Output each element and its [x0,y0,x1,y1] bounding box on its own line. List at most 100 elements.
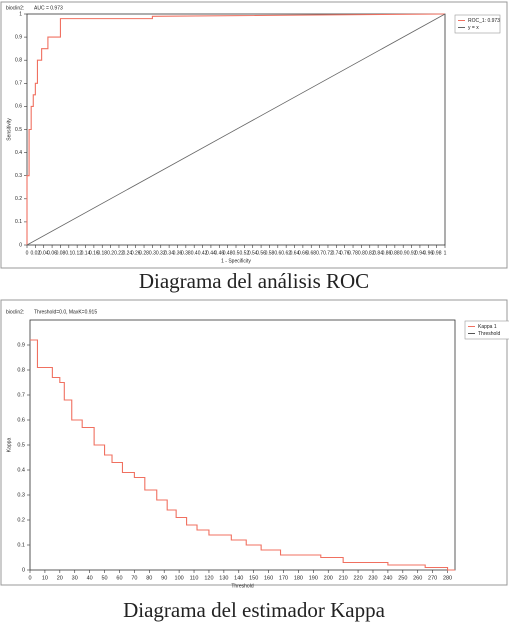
x-tick-label: 0.66 [298,250,308,256]
x-tick-label: 0.52 [239,250,249,256]
frame [0,1,508,269]
x-tick-label: 0.06 [47,250,57,256]
legend-label: Threshold [478,331,500,337]
legend-label: Kappa 1 [478,324,497,330]
x-tick-label: 0.32 [156,250,166,256]
y-axis-label: Kappa [6,438,12,453]
x-tick-label: 200 [324,575,333,581]
x-tick-label: 0.84 [373,250,383,256]
x-tick-label: 0.28 [139,250,149,256]
x-tick-label: 70 [131,575,137,581]
x-tick-label: 60 [116,575,122,581]
series-line [26,13,446,246]
frame [0,299,508,586]
y-tick-label: 1 [19,11,22,17]
y-tick-label: 0.4 [17,467,25,473]
y-tick-label: 0.6 [17,417,25,423]
x-tick-label: 0.1 [65,250,72,256]
x-tick-label: 210 [339,575,348,581]
x-tick-label: 50 [101,575,107,581]
x-tick-label: 0.94 [415,250,425,256]
x-tick-label: 40 [87,575,93,581]
x-tick-label: 20 [57,575,63,581]
x-tick-label: 0.98 [432,250,442,256]
series-line [30,339,455,571]
x-tick-label: 0.78 [348,250,358,256]
x-tick-label: 0.9 [400,250,407,256]
y-tick-label: 0.9 [15,34,22,40]
x-tick-label: 0.64 [290,250,300,256]
x-tick-label: 0 [28,575,31,581]
y-tick-label: 0.1 [15,219,22,225]
y-tick-label: 0 [22,567,25,573]
x-tick-label: 0.16 [89,250,99,256]
x-tick-label: 0.8 [358,250,365,256]
x-tick-label: 110 [190,575,199,581]
y-tick-label: 0.4 [15,150,22,156]
x-tick-label: 0.48 [223,250,233,256]
x-tick-label: 230 [368,575,377,581]
x-tick-label: 0.56 [256,250,266,256]
x-tick-label: 0.2 [107,250,114,256]
x-tick-label: 0.02 [30,250,40,256]
x-tick-label: 10 [42,575,48,581]
y-tick-label: 0.8 [15,58,22,64]
x-tick-label: 0.44 [206,250,216,256]
subtitle: Threshold=0.0, MaxK=0.915 [34,309,97,315]
x-tick-label: 0.82 [365,250,375,256]
x-tick-label: 0.4 [191,250,198,256]
x-tick-label: 0.88 [390,250,400,256]
x-tick-label: 0.62 [281,250,291,256]
x-tick-label: 160 [264,575,273,581]
x-tick-label: 0.26 [131,250,141,256]
x-tick-label: 120 [204,575,213,581]
x-tick-label: 0.92 [407,250,417,256]
x-tick-label: 250 [398,575,407,581]
x-tick-label: 0.12 [72,250,82,256]
y-tick-label: 0 [19,242,22,248]
y-tick-label: 0.2 [15,196,22,202]
x-tick-label: 0.6 [274,250,281,256]
x-tick-label: 150 [249,575,258,581]
x-axis-label: 1 - Specificity [221,258,251,264]
x-tick-label: 0.04 [39,250,49,256]
x-tick-label: 30 [72,575,78,581]
legend-box [454,14,501,34]
y-tick-label: 0.2 [17,517,25,523]
y-tick-label: 0.7 [15,81,22,87]
x-tick-label: 0.72 [323,250,333,256]
x-tick-label: 170 [279,575,288,581]
caption: Diagrama del análisis ROC [139,269,369,293]
y-tick-label: 0.7 [17,392,25,398]
header: bioclin2: [6,5,24,11]
legend-label: ROC_1: 0.973 [468,18,500,24]
y-tick-label: 0.5 [15,127,22,133]
y-tick-label: 0.3 [15,173,22,179]
x-tick-label: 0.5 [233,250,240,256]
x-tick-label: 0.54 [248,250,258,256]
x-tick-label: 0.36 [173,250,183,256]
series-line [26,13,446,245]
x-tick-label: 280 [443,575,452,581]
y-tick-label: 0.1 [17,542,25,548]
x-tick-label: 190 [309,575,318,581]
legend-box [464,320,509,340]
x-tick-label: 0.24 [122,250,132,256]
y-tick-label: 0.5 [17,442,25,448]
x-tick-label: 220 [353,575,362,581]
x-tick-label: 1 [444,250,447,256]
x-tick-label: 240 [383,575,392,581]
x-tick-label: 180 [294,575,303,581]
y-tick-label: 0.8 [17,367,25,373]
x-tick-label: 140 [234,575,243,581]
x-tick-label: 0.46 [214,250,224,256]
x-tick-label: 270 [428,575,437,581]
x-tick-label: 0.86 [382,250,392,256]
x-tick-label: 0.38 [181,250,191,256]
x-tick-label: 80 [146,575,152,581]
x-tick-label: 0.34 [164,250,174,256]
x-tick-label: 0.76 [340,250,350,256]
x-tick-label: 90 [161,575,167,581]
x-tick-label: 0.42 [198,250,208,256]
legend-label: y = x [468,25,479,31]
